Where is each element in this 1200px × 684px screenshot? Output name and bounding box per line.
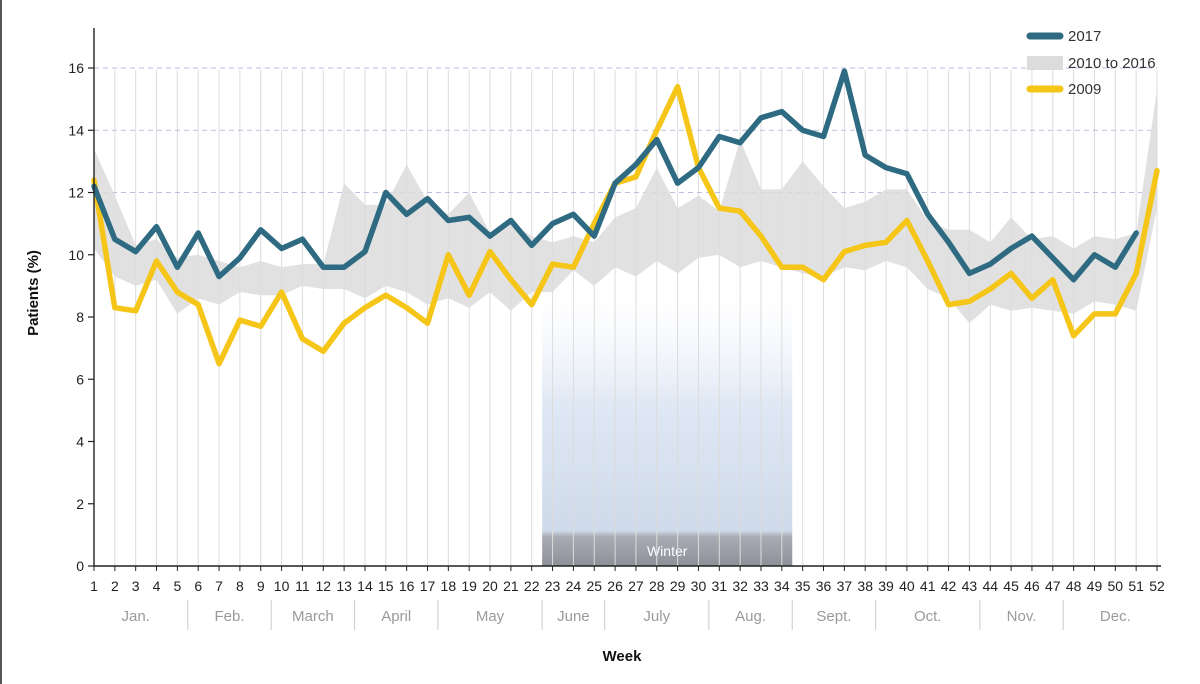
- x-tick-label: 3: [132, 578, 140, 594]
- x-tick-label: 13: [336, 578, 352, 594]
- month-label: April: [381, 608, 411, 625]
- x-tick-label: 14: [357, 578, 373, 594]
- x-tick-label: 51: [1128, 578, 1144, 594]
- y-tick-label: 4: [76, 434, 84, 450]
- legend-label-2017: 2017: [1068, 28, 1101, 45]
- winter-label: Winter: [647, 543, 688, 559]
- month-label: Dec.: [1100, 608, 1131, 625]
- x-tick-label: 19: [461, 578, 477, 594]
- x-tick-label: 39: [878, 578, 894, 594]
- x-tick-label: 20: [482, 578, 498, 594]
- x-tick-label: 18: [441, 578, 457, 594]
- x-tick-label: 12: [315, 578, 331, 594]
- x-tick-label: 47: [1045, 578, 1061, 594]
- x-tick-label: 16: [399, 578, 415, 594]
- x-tick-label: 28: [649, 578, 665, 594]
- x-tick-label: 24: [566, 578, 582, 594]
- x-tick-label: 48: [1066, 578, 1082, 594]
- y-tick-label: 6: [76, 371, 84, 387]
- x-tick-label: 2: [111, 578, 119, 594]
- left-border: [0, 0, 2, 684]
- legend-swatch-2010-2016: [1027, 56, 1063, 70]
- x-tick-label: 7: [215, 578, 223, 594]
- legend-label-2010-2016: 2010 to 2016: [1068, 55, 1156, 72]
- x-tick-label: 23: [545, 578, 561, 594]
- x-tick-label: 25: [586, 578, 602, 594]
- x-tick-label: 32: [732, 578, 748, 594]
- month-label: Jan.: [122, 608, 150, 625]
- x-tick-label: 45: [1003, 578, 1019, 594]
- x-tick-label: 10: [274, 578, 290, 594]
- x-tick-label: 21: [503, 578, 519, 594]
- x-tick-label: 41: [920, 578, 936, 594]
- y-axis-title: Patients (%): [25, 250, 42, 336]
- y-tick-label: 8: [76, 309, 84, 325]
- series-line-2009: [91, 83, 1160, 367]
- x-tick-label: 44: [982, 578, 998, 594]
- legend-label-2009: 2009: [1068, 81, 1101, 98]
- x-tick-label: 46: [1024, 578, 1040, 594]
- y-tick-label: 2: [76, 496, 84, 512]
- month-label: July: [643, 608, 670, 625]
- winter-region: [542, 272, 793, 566]
- month-label: Nov.: [1007, 608, 1037, 625]
- x-tick-label: 35: [795, 578, 811, 594]
- y-tick-label: 14: [68, 122, 84, 138]
- x-tick-label: 27: [628, 578, 644, 594]
- series-line-2017: [91, 68, 1139, 283]
- x-tick-label: 34: [774, 578, 790, 594]
- y-tick-label: 16: [68, 60, 84, 76]
- x-tick-label: 30: [691, 578, 707, 594]
- y-tick-label: 0: [76, 558, 84, 574]
- x-tick-label: 9: [257, 578, 265, 594]
- x-tick-label: 1: [90, 578, 98, 594]
- series-band-2010-2016: [94, 89, 1157, 324]
- x-tick-label: 5: [173, 578, 181, 594]
- x-tick-label: 49: [1087, 578, 1103, 594]
- x-tick-label: 26: [607, 578, 623, 594]
- x-tick-label: 40: [899, 578, 915, 594]
- legend: 2017 2010 to 2016 2009: [1026, 28, 1156, 98]
- x-tick-label: 36: [816, 578, 832, 594]
- x-tick-label: 17: [420, 578, 436, 594]
- x-tick-label: 50: [1108, 578, 1124, 594]
- x-tick-label: 29: [670, 578, 686, 594]
- x-tick-label: 8: [236, 578, 244, 594]
- x-tick-label: 11: [295, 578, 310, 594]
- month-label: Sept.: [816, 608, 851, 625]
- x-tick-label: 4: [153, 578, 161, 594]
- x-tick-label: 38: [857, 578, 873, 594]
- month-label: Aug.: [735, 608, 766, 625]
- y-tick-label: 10: [68, 247, 84, 263]
- x-axis-title: Week: [603, 648, 643, 665]
- x-tick-label: 43: [962, 578, 978, 594]
- x-tick-label: 15: [378, 578, 394, 594]
- month-label: March: [292, 608, 334, 625]
- month-label: Feb.: [214, 608, 244, 625]
- y-tick-label: 12: [68, 185, 84, 201]
- x-tick-label: 22: [524, 578, 540, 594]
- month-label: June: [557, 608, 590, 625]
- x-tick-label: 33: [753, 578, 769, 594]
- x-tick-label: 42: [941, 578, 957, 594]
- x-tick-label: 31: [712, 578, 728, 594]
- month-label: Oct.: [914, 608, 942, 625]
- x-tick-label: 37: [837, 578, 853, 594]
- month-label: May: [476, 608, 505, 625]
- x-tick-label: 52: [1149, 578, 1165, 594]
- x-tick-label: 6: [194, 578, 202, 594]
